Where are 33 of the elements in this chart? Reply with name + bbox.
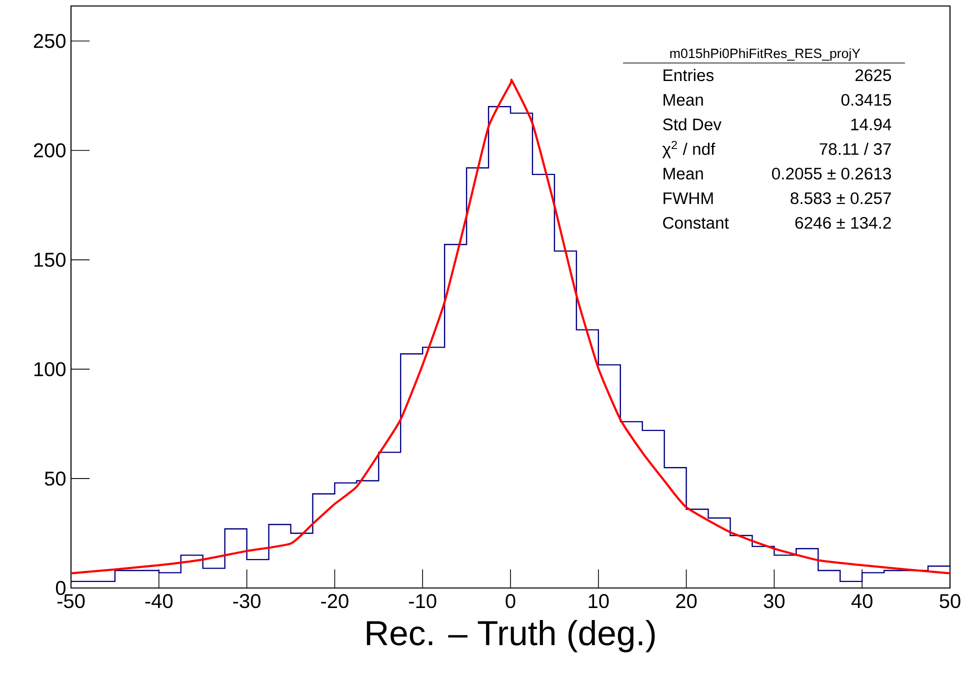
x-tick-label: -20 [321, 594, 348, 608]
x-axis-title: Rec. – Truth (deg.) [366, 620, 655, 652]
annotation: 2625 [855, 69, 892, 82]
annotation: 14.94 [851, 118, 892, 130]
annotation: 8.583 ± 0.257 [790, 192, 891, 204]
annotation: Constant [663, 216, 729, 229]
y-tick-label: 0 [56, 580, 66, 596]
annotation: χ$^{2}$ / ndf [662, 140, 716, 158]
x-tick-label: 0 [506, 594, 516, 608]
annotation: Mean [664, 168, 703, 180]
annotation: m015hPi0PhiFitRes_RES_projY [670, 48, 860, 61]
annotation: Std Dev [663, 118, 722, 130]
annotation: 6246 ± 134.2 [795, 216, 891, 229]
x-tick-label: 40 [851, 594, 872, 608]
y-tick-label: 100 [34, 362, 66, 376]
y-tick-label: 200 [34, 143, 66, 158]
x-tick-label: 20 [676, 594, 697, 608]
x-tick-label: -30 [233, 594, 260, 608]
annotation: Mean [664, 94, 703, 106]
annotation: 0.3415 [841, 94, 892, 106]
y-tick-label: 250 [34, 34, 66, 48]
annotation: 78.11 / 37 [820, 142, 891, 155]
x-tick-label: 30 [764, 594, 785, 608]
annotation: FWHM [664, 192, 713, 204]
x-tick-label: 10 [588, 594, 609, 608]
x-tick-label: 50 [940, 594, 960, 608]
x-tick-label: -40 [145, 594, 173, 608]
x-tick-label: -10 [409, 594, 436, 608]
y-tick-label: 150 [34, 252, 66, 267]
x-tick-label: -50 [57, 594, 85, 608]
y-tick-label: 50 [44, 472, 66, 486]
annotation: 0.2055 ± 0.2613 [772, 168, 891, 180]
annotation: Entries [664, 68, 714, 82]
